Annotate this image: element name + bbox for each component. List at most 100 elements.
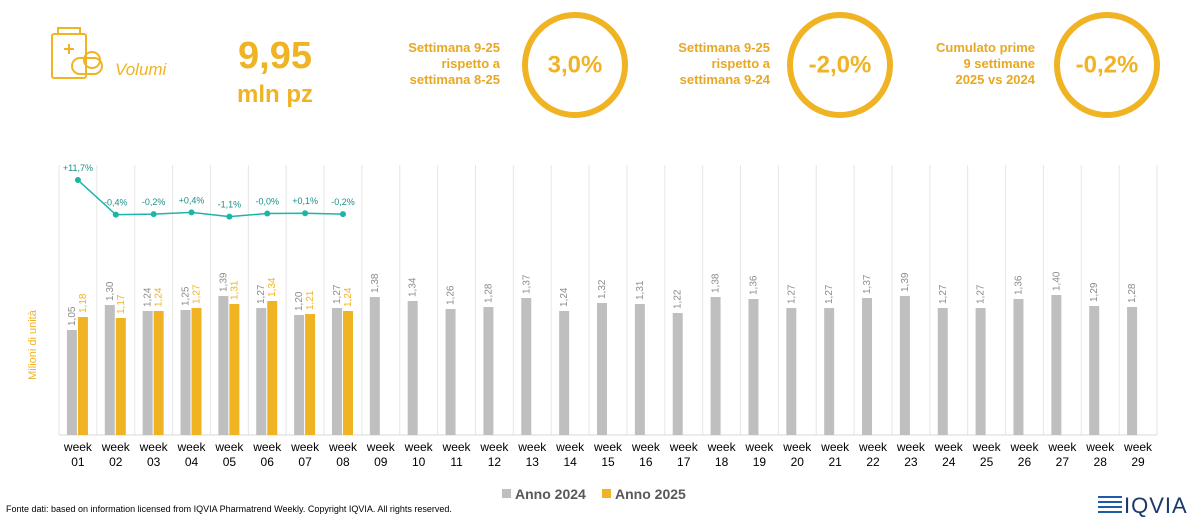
legend-swatch [602,489,611,498]
x-tick-label: week 16 [631,440,660,469]
x-tick-label: week 14 [556,440,585,469]
bar [975,308,986,435]
bar-value-label: 1,27 [976,284,987,304]
bar-value-label: 1,22 [673,289,684,309]
bar-value-label: 1,39 [218,272,229,292]
bar-value-label: 1,36 [748,275,759,295]
volume-icon [51,27,103,79]
kpi-value: 3,0% [548,51,603,78]
bar-value-label: 1,24 [343,287,354,307]
bar [66,330,77,435]
kpi-ring [522,12,628,118]
kpi-label: Cumulato prime [936,40,1035,55]
bar [191,308,202,435]
growth-label: +0,4% [179,195,205,205]
bar-value-label: 1,34 [267,277,278,297]
growth-point [74,177,81,184]
bar [180,310,191,435]
growth-label: -1,1% [218,200,242,210]
x-tick-label: week 23 [896,440,925,469]
bar [142,311,153,435]
kpi-ring [787,12,893,118]
growth-point [150,211,157,218]
bar [1127,307,1138,435]
x-tick-label: week 07 [291,440,320,469]
bar-value-label: 1,38 [711,273,722,293]
x-tick-label: week 09 [366,440,395,469]
kpi-label: rispetto a [711,56,770,71]
x-tick-label: week 17 [669,440,698,469]
growth-point [226,213,233,220]
growth-point [339,211,346,218]
bar-value-label: 1,27 [256,284,267,304]
bar-value-label: 1,39 [900,272,911,292]
bar [824,308,835,435]
bar-value-label: 1,27 [786,284,797,304]
x-tick-label: week 25 [972,440,1001,469]
bar-value-label: 1,18 [78,293,89,313]
x-tick-label: week 03 [139,440,168,469]
source-note: Fonte dati: based on information license… [6,504,452,514]
bar [342,311,353,435]
x-tick-label: week 05 [215,440,244,469]
bar-value-label: 1,30 [105,281,116,301]
x-tick-label: week 13 [518,440,547,469]
x-tick-label: week 10 [404,440,433,469]
x-tick-label: week 24 [934,440,963,469]
legend-label: Anno 2024 [515,486,586,502]
bar [559,311,570,435]
bar-value-label: 1,21 [305,290,316,310]
bar [369,297,380,435]
bar [748,299,759,435]
x-tick-label: week 21 [821,440,850,469]
x-tick-label: week 22 [859,440,888,469]
bar [294,315,305,435]
bar-value-label: 1,31 [635,280,646,300]
kpi-label: settimana 9-24 [680,72,771,87]
bar-value-label: 1,38 [370,273,381,293]
bar [786,308,797,435]
bar [77,317,88,435]
bar [153,311,164,435]
x-tick-label: week 26 [1010,440,1039,469]
bar [218,296,229,435]
kpi-label: 2025 vs 2024 [955,72,1035,87]
logo: IQVIA [1124,493,1188,517]
x-tick-label: week 19 [745,440,774,469]
bar-value-label: 1,37 [521,274,532,294]
growth-point [302,210,309,217]
growth-label: -0,4% [104,198,128,208]
x-tick-label: week 11 [442,440,471,469]
bar [256,308,267,435]
legend-label: Anno 2025 [615,486,686,502]
x-tick-label: week 01 [63,440,92,469]
x-tick-label: week 27 [1048,440,1077,469]
bar-value-label: 1,26 [446,285,457,305]
kpi-label: 9 settimane [963,56,1035,71]
x-tick-label: week 29 [1124,440,1153,469]
x-tick-label: week 18 [707,440,736,469]
bar-value-label: 1,20 [294,291,305,311]
bar-value-label: 1,28 [1127,283,1138,303]
bar-value-label: 1,27 [824,284,835,304]
kpi-label: Settimana 9-25 [678,40,770,55]
growth-point [112,211,119,218]
growth-label: +11,7% [63,163,93,173]
bar-value-label: 1,36 [1013,275,1024,295]
growth-label: -0,2% [142,197,166,207]
total-unit: mln pz [237,81,313,108]
bar [1051,295,1062,435]
bar [672,313,683,435]
bar-value-label: 1,27 [938,284,949,304]
bar-value-label: 1,17 [116,294,127,314]
kpi-label: rispetto a [441,56,500,71]
bar [483,307,494,435]
bar-value-label: 1,37 [862,274,873,294]
bar-value-label: 1,34 [408,277,419,297]
bar-value-label: 1,32 [597,279,608,299]
x-tick-label: week 04 [177,440,206,469]
bar [521,298,532,435]
x-tick-label: week 08 [328,440,357,469]
bar [1013,299,1024,435]
